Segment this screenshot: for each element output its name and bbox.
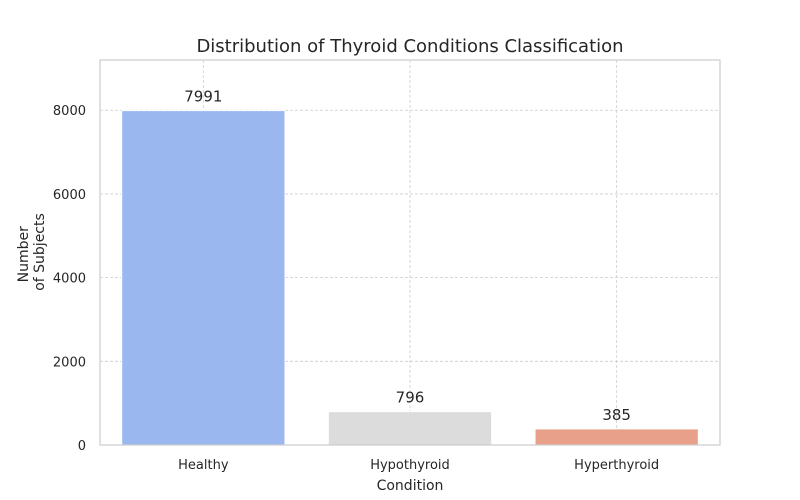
bar-value-label: 385 bbox=[602, 406, 631, 424]
y-tick-label: 0 bbox=[78, 439, 86, 454]
x-tick-label: Hypothyroid bbox=[370, 458, 450, 473]
bar-value-label: 796 bbox=[396, 389, 425, 407]
y-tick-label: 2000 bbox=[53, 355, 86, 370]
x-tick-labels: Healthy Hypothyroid Hyperthyroid bbox=[178, 458, 659, 473]
bars bbox=[121, 110, 699, 446]
y-tick-label: 8000 bbox=[53, 104, 86, 119]
bar bbox=[121, 110, 286, 446]
bar bbox=[534, 428, 699, 446]
chart-title: Distribution of Thyroid Conditions Class… bbox=[196, 36, 623, 57]
plot-frame bbox=[99, 59, 721, 446]
bar bbox=[327, 411, 493, 446]
y-axis-label: Number of Subjects bbox=[16, 213, 48, 291]
bar-value-label: 7991 bbox=[184, 88, 222, 106]
y-axis-label-line-1: Number bbox=[16, 226, 32, 282]
grid-lines bbox=[100, 60, 720, 446]
y-tick-labels: 0 2000 4000 6000 8000 bbox=[53, 104, 86, 454]
y-tick-label: 4000 bbox=[53, 272, 86, 287]
y-tick-label: 6000 bbox=[53, 188, 86, 203]
x-tick-label: Healthy bbox=[178, 458, 229, 473]
x-tick-label: Hyperthyroid bbox=[574, 458, 659, 473]
data-labels: 7991 796 385 bbox=[184, 88, 631, 424]
y-axis-label-line-2: of Subjects bbox=[32, 213, 48, 291]
x-axis-label: Condition bbox=[377, 478, 444, 494]
